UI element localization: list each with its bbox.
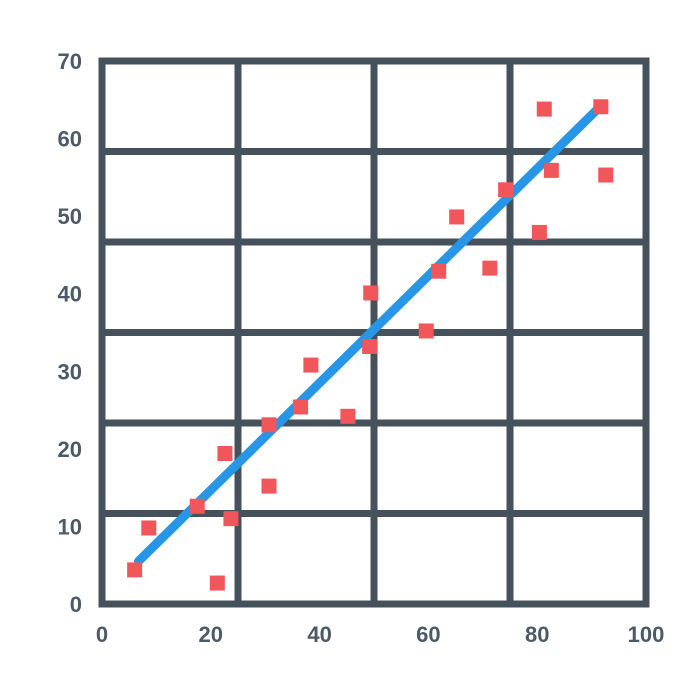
data-point <box>261 478 277 494</box>
data-point <box>261 417 277 433</box>
data-point <box>209 575 225 591</box>
data-point <box>449 209 465 225</box>
x-tick-label: 80 <box>525 622 549 647</box>
y-tick-label: 60 <box>58 127 82 152</box>
data-point <box>593 99 609 115</box>
x-tick-label: 40 <box>307 622 331 647</box>
data-point <box>543 162 559 178</box>
y-tick-label: 40 <box>58 282 82 307</box>
data-point <box>536 101 552 117</box>
data-point <box>362 338 378 354</box>
data-point <box>303 357 319 373</box>
y-tick-label: 70 <box>58 49 82 74</box>
x-tick-label: 20 <box>199 622 223 647</box>
tick-labels: 0 20 40 60 80 100 0 10 20 30 40 50 60 70 <box>58 49 665 647</box>
y-tick-label: 50 <box>58 204 82 229</box>
data-points <box>127 99 614 591</box>
x-tick-label: 60 <box>416 622 440 647</box>
data-point <box>127 562 143 578</box>
x-tick-label: 100 <box>628 622 665 647</box>
data-point <box>340 408 356 424</box>
data-point <box>498 182 514 198</box>
data-point <box>293 399 309 415</box>
data-point <box>531 224 547 240</box>
trend-line <box>133 106 601 566</box>
y-tick-label: 10 <box>58 514 82 539</box>
y-tick-label: 0 <box>70 592 82 617</box>
data-point <box>431 263 447 279</box>
data-point <box>217 446 233 462</box>
data-point <box>363 285 379 301</box>
trend-line-layer <box>133 106 601 566</box>
y-tick-label: 30 <box>58 359 82 384</box>
data-point <box>482 260 498 276</box>
data-point <box>223 511 239 527</box>
x-tick-label: 0 <box>96 622 108 647</box>
data-point <box>418 323 434 339</box>
y-tick-label: 20 <box>58 437 82 462</box>
data-point <box>598 167 614 183</box>
data-point <box>141 520 157 536</box>
data-point <box>189 498 205 514</box>
